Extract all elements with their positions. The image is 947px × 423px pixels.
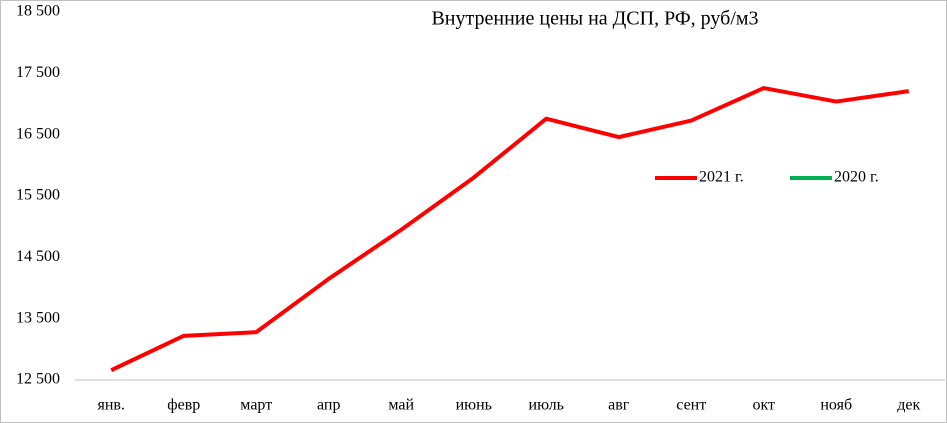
- chart-title: Внутренние цены на ДСП, РФ, руб/м3: [431, 8, 758, 30]
- y-tick-label: 12 500: [16, 371, 60, 388]
- y-tick-label: 17 500: [16, 64, 60, 81]
- x-tick-label: февр: [167, 397, 200, 414]
- legend-label: 2021 г.: [699, 169, 744, 186]
- x-tick-label: апр: [317, 397, 340, 414]
- y-tick-label: 15 500: [16, 187, 60, 204]
- series-line: [110, 86, 910, 372]
- x-tick-label: сент: [676, 397, 706, 414]
- y-tick-label: 18 500: [16, 3, 60, 20]
- x-tick-label: авг: [608, 397, 630, 414]
- x-tick-label: окт: [752, 397, 775, 414]
- x-tick-label: дек: [897, 397, 920, 414]
- x-tick-label: июль: [529, 397, 564, 414]
- x-tick-label: нояб: [820, 397, 852, 414]
- x-tick-label: июнь: [456, 397, 492, 414]
- x-tick-label: янв.: [98, 397, 125, 414]
- legend-label: 2020 г.: [834, 169, 879, 186]
- x-tick-label: май: [388, 397, 414, 414]
- x-tick-label: март: [240, 397, 272, 414]
- y-tick-label: 16 500: [16, 125, 60, 142]
- y-tick-label: 13 500: [16, 309, 60, 326]
- y-tick-label: 14 500: [16, 248, 60, 265]
